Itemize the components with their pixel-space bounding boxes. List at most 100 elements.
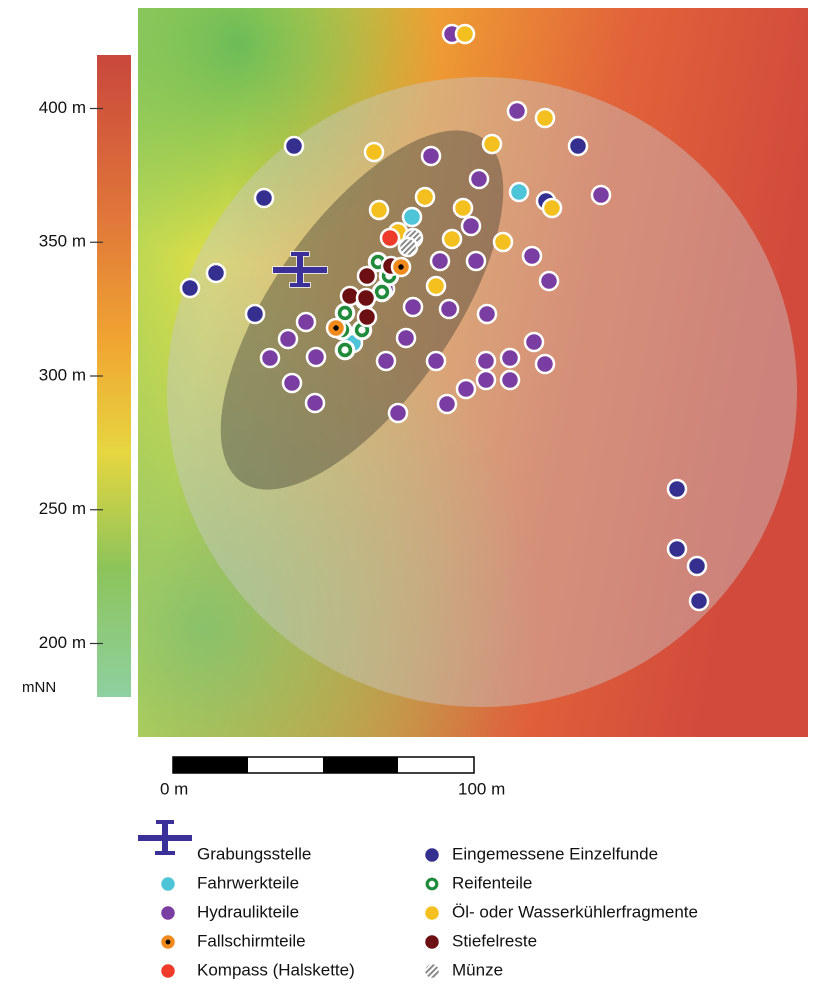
marker-center [333,325,338,330]
find-marker [246,305,264,323]
find-marker [467,252,485,270]
marker-dot [246,305,264,323]
find-marker [501,371,519,389]
find-marker [403,208,421,226]
find-marker [399,238,417,256]
marker-dot [306,394,324,412]
marker-dot [357,289,375,307]
marker-dot [478,305,496,323]
elevation-tick-label: 250 m [39,499,86,518]
marker-dot [160,963,176,979]
marker-dot [536,355,554,373]
marker-dot [443,230,461,248]
marker-center [166,940,171,945]
marker-dot [404,298,422,316]
find-marker [690,592,708,610]
find-marker [424,934,440,950]
marker-dot [501,349,519,367]
marker-dot [668,480,686,498]
find-marker [297,313,315,331]
marker-dot [422,147,440,165]
marker-dot [389,404,407,422]
find-marker [443,230,461,248]
marker-dot [668,540,686,558]
find-marker [525,333,543,351]
legend-label: Eingemessene Einzelfunde [452,844,658,863]
find-marker [283,374,301,392]
marker-dot [477,352,495,370]
find-marker [592,186,610,204]
legend-label: Kompass (Halskette) [197,960,355,979]
marker-dot [297,313,315,331]
find-marker [160,876,176,892]
marker-dot [569,137,587,155]
find-marker [327,319,345,337]
find-marker [508,102,526,120]
terrain [138,8,808,737]
marker-dot [523,247,541,265]
elevation-tick-label: 350 m [39,232,86,251]
marker-dot [431,252,449,270]
marker-dot [427,352,445,370]
marker-dot [536,109,554,127]
marker-dot [592,186,610,204]
find-marker [389,404,407,422]
find-marker [261,349,279,367]
find-marker [457,380,475,398]
find-marker [424,963,440,979]
marker-dot [255,189,273,207]
marker-dot [416,188,434,206]
find-marker [427,352,445,370]
find-marker [397,329,415,347]
marker-dot [365,143,383,161]
scale-bar [173,757,474,773]
find-marker [483,135,501,153]
find-marker [381,229,399,247]
find-marker [404,298,422,316]
find-marker [424,876,440,892]
find-marker [358,308,376,326]
marker-dot [283,374,301,392]
marker-dot [470,170,488,188]
scale-end: 100 m [458,779,505,798]
find-marker [336,341,354,359]
find-marker [306,394,324,412]
find-marker [160,905,176,921]
find-marker [422,147,440,165]
marker-dot [377,352,395,370]
find-marker [668,480,686,498]
find-marker [454,199,472,217]
elevation-unit: mNN [22,679,56,696]
marker-dot [501,371,519,389]
find-marker [160,963,176,979]
find-marker [307,348,325,366]
find-marker [255,189,273,207]
marker-dot [424,963,440,979]
legend-label: Fallschirmteile [197,931,306,950]
find-marker [523,247,541,265]
find-marker [285,137,303,155]
find-marker [688,557,706,575]
marker-dot [427,277,445,295]
marker-dot [457,380,475,398]
find-marker [424,905,440,921]
legend-label: Reifenteile [452,873,532,892]
plane-icon [138,820,192,855]
marker-dot [688,557,706,575]
marker-dot [160,876,176,892]
find-marker [462,217,480,235]
find-marker [181,279,199,297]
find-marker [427,277,445,295]
find-marker [431,252,449,270]
elevation-tick-label: 300 m [39,365,86,384]
marker-dot [424,847,440,863]
find-marker [370,201,388,219]
marker-dot [261,349,279,367]
find-marker [416,188,434,206]
marker-dot [483,135,501,153]
marker-center [398,264,403,269]
marker-dot [285,137,303,155]
marker-dot [424,905,440,921]
marker-dot [424,934,440,950]
find-marker [438,395,456,413]
